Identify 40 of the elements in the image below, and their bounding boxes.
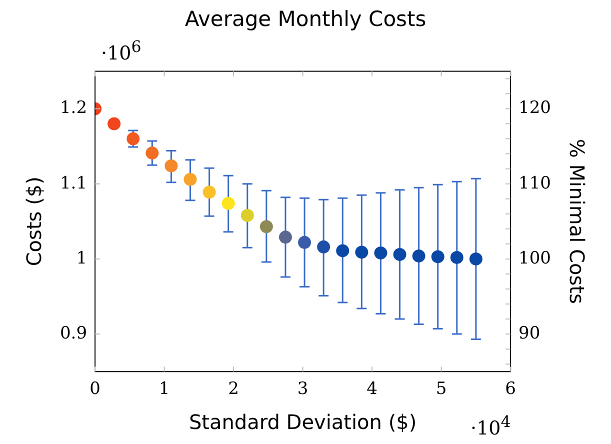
point bbox=[298, 236, 312, 249]
point bbox=[184, 172, 197, 186]
y-axis-title: Costs ($) bbox=[22, 176, 46, 266]
x-tick-label: 2 bbox=[228, 379, 239, 400]
point bbox=[146, 146, 159, 160]
text: ·10$^{6}$ bbox=[101, 37, 142, 65]
y2-axis-title: % Minimal Costs bbox=[564, 138, 589, 304]
text: ·10$^{4}$ bbox=[470, 412, 511, 439]
y2-tick-label: 110 bbox=[518, 173, 552, 194]
point bbox=[393, 248, 406, 261]
x-tick-label: 5 bbox=[436, 379, 447, 400]
point bbox=[278, 230, 292, 244]
chart-title: Average Monthly Costs bbox=[184, 7, 426, 32]
y-tick-label: 1 bbox=[76, 248, 88, 268]
point bbox=[374, 246, 388, 260]
x-tick-label: 6 bbox=[505, 379, 516, 400]
y2-tick-label: 120 bbox=[518, 98, 552, 118]
y2-tick-label: 90 bbox=[518, 323, 540, 344]
point bbox=[317, 240, 330, 254]
point bbox=[431, 250, 444, 264]
point bbox=[355, 246, 368, 259]
point bbox=[450, 250, 464, 264]
point bbox=[260, 220, 273, 234]
x-tick-label: 1 bbox=[158, 379, 170, 400]
y-tick-label: 1.1 bbox=[60, 173, 88, 194]
point bbox=[222, 196, 235, 210]
point bbox=[108, 117, 121, 130]
point bbox=[202, 186, 216, 199]
x-tick-label: 4 bbox=[366, 379, 378, 400]
point bbox=[336, 244, 350, 258]
point bbox=[469, 252, 482, 266]
point bbox=[240, 208, 254, 222]
point bbox=[164, 159, 178, 172]
x-tick-label: 3 bbox=[297, 379, 308, 400]
y-tick-label: 0.9 bbox=[60, 323, 88, 344]
x-axis-title: Standard Deviation ($) bbox=[188, 410, 417, 434]
y2-tick-label: 100 bbox=[518, 248, 552, 268]
y-tick-label: 1.2 bbox=[60, 98, 88, 118]
point bbox=[412, 249, 426, 262]
x-tick-label: 0 bbox=[90, 379, 100, 400]
